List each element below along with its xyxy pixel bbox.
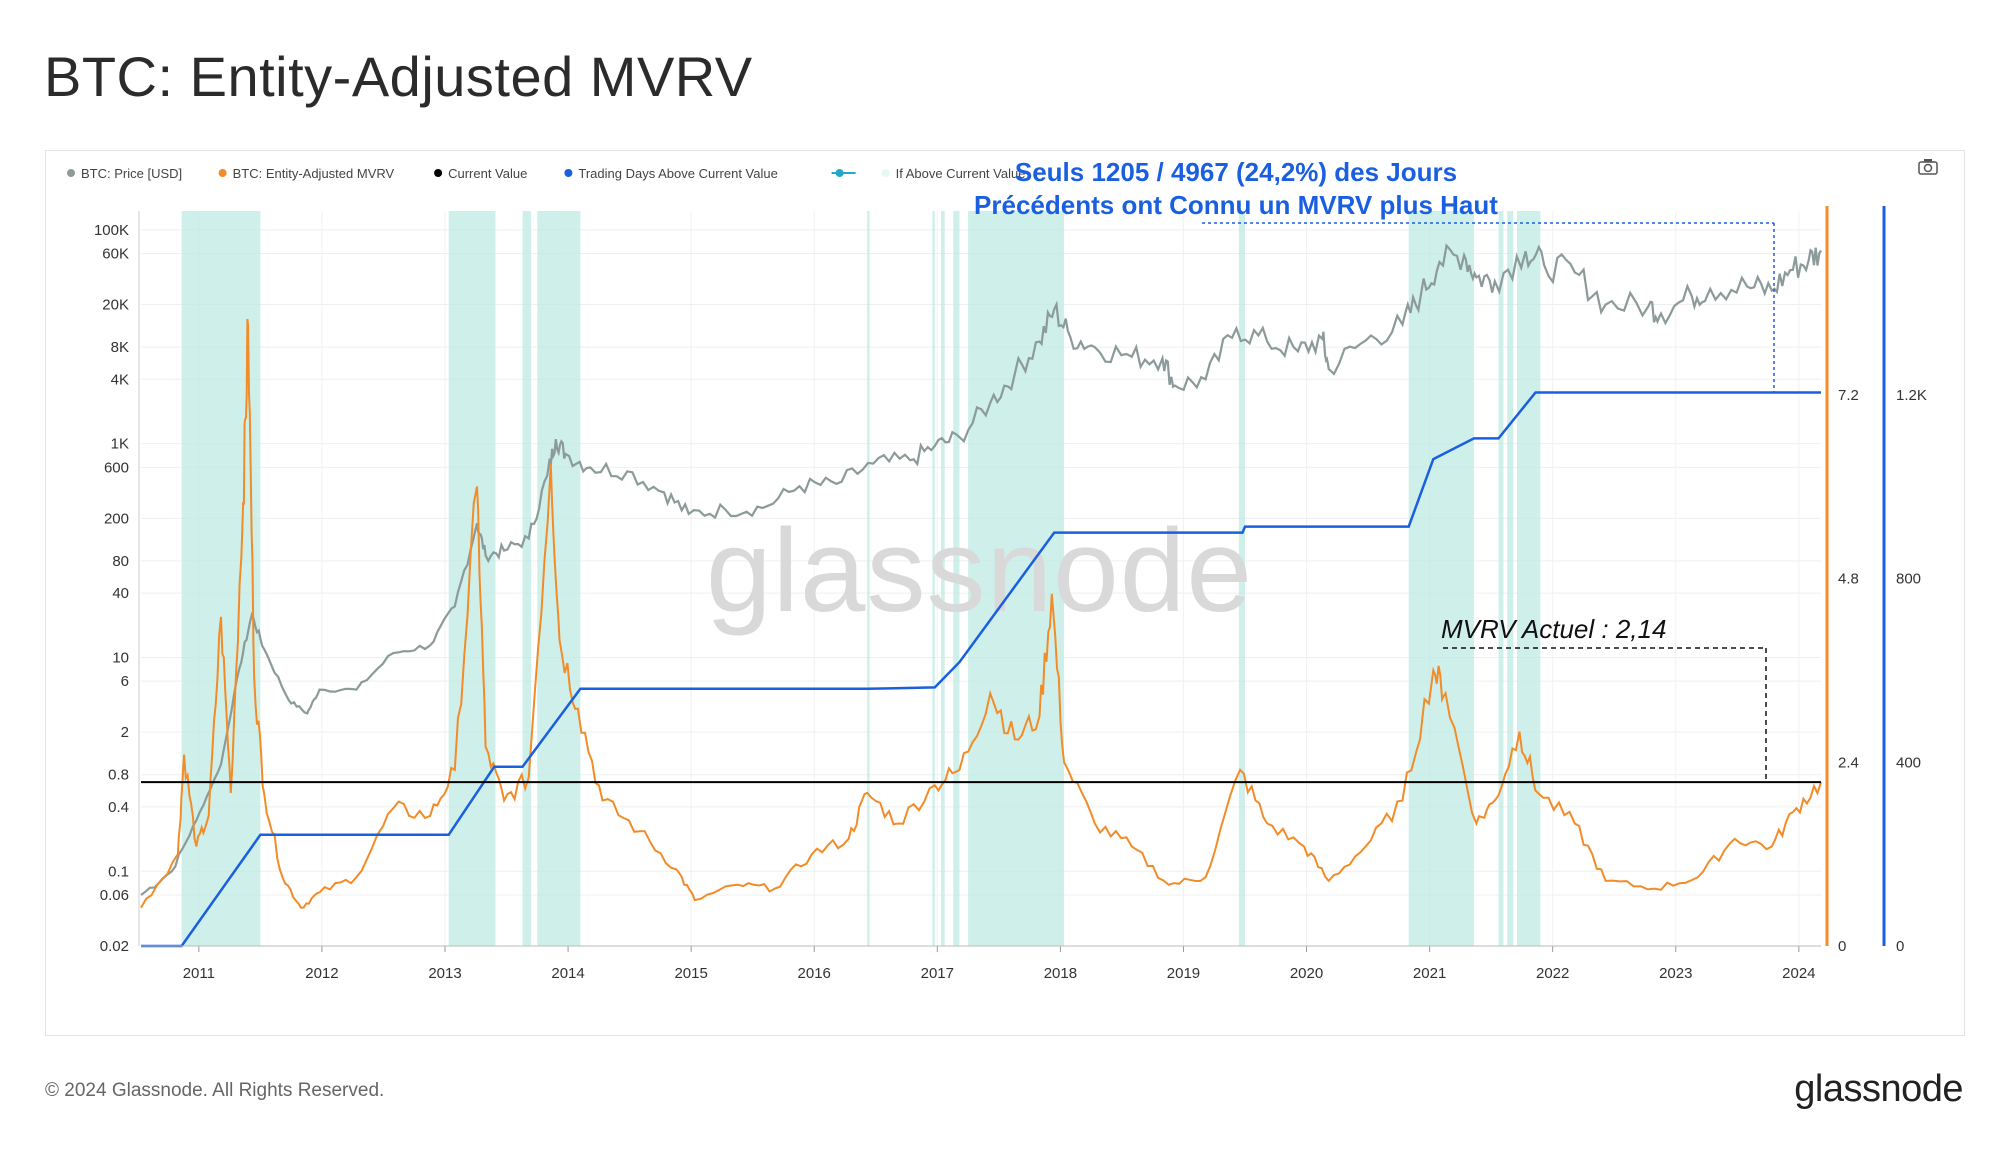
shaded-region — [522, 211, 532, 946]
days-tick-label: 1.2K — [1896, 387, 1927, 404]
legend-label: Trading Days Above Current Value — [578, 166, 777, 181]
shaded-region — [941, 211, 945, 946]
legend[interactable]: BTC: Price [USD] BTC: Entity-Adjusted MVR… — [67, 166, 1025, 181]
price-tick-label: 100K — [94, 222, 129, 239]
annotations: Seuls 1205 / 4967 (24,2%) des JoursPrécé… — [974, 157, 1775, 783]
legend-marker — [564, 169, 573, 177]
mvrv-tick-label: 0 — [1838, 938, 1846, 955]
price-tick-label: 200 — [104, 510, 129, 527]
days-line — [141, 391, 1821, 948]
price-tick-label: 6 — [121, 673, 129, 690]
legend-item[interactable]: Current Value — [434, 166, 527, 181]
shaded-region — [932, 211, 935, 946]
price-tick-label: 2 — [121, 724, 129, 741]
x-tick-label: 2019 — [1167, 965, 1200, 982]
mvrv-tick-label: 2.4 — [1838, 754, 1859, 771]
price-tick-label: 4K — [111, 371, 129, 388]
shaded-region — [537, 211, 581, 946]
shaded-region — [953, 211, 960, 946]
price-tick-label: 0.4 — [108, 799, 129, 816]
axes: 100K 60K 20K 8K 4K 1K 600 200 80 40 10 6 2 0.8 0.4 0.1 0… — [94, 206, 1927, 982]
price-tick-label: 0.8 — [108, 767, 129, 784]
x-tick-label: 2013 — [428, 965, 461, 982]
legend-item[interactable]: If Above Current Value — [881, 166, 1026, 181]
shaded-region — [968, 211, 1065, 946]
chart-panel: glassnode 100K 60K 20K 8K 4K 1K 600 200 80 40 10 6 2… — [45, 150, 1965, 1036]
watermark: glassnode — [706, 505, 1253, 637]
shaded-region — [448, 211, 496, 946]
x-tick-label: 2017 — [921, 965, 954, 982]
shaded-region — [1498, 211, 1504, 946]
shaded-region — [867, 211, 870, 946]
shaded-region — [1408, 211, 1474, 946]
x-tick-label: 2014 — [551, 965, 584, 982]
price-tick-label: 80 — [112, 553, 129, 570]
price-tick-label: 0.1 — [108, 863, 129, 880]
price-line — [140, 243, 1822, 896]
shaded-region — [1517, 211, 1541, 946]
legend-label: BTC: Entity-Adjusted MVRV — [233, 166, 395, 181]
price-tick-label: 0.06 — [100, 887, 129, 904]
x-tick-label: 2012 — [305, 965, 338, 982]
legend-marker — [881, 169, 890, 177]
camera-icon[interactable] — [1918, 159, 1938, 175]
price-tick-label: 1K — [111, 436, 129, 453]
days-tick-label: 0 — [1896, 938, 1904, 955]
chart: glassnode 100K60K20K8K4K1K60020080401062… — [67, 157, 1938, 982]
shaded-region — [1238, 211, 1245, 946]
price-tick-label: 40 — [112, 585, 129, 602]
annotation-top-line1: Seuls 1205 / 4967 (24,2%) des Jours — [1015, 157, 1457, 187]
x-tick-label: 2015 — [674, 965, 707, 982]
legend-label: Current Value — [448, 166, 527, 181]
mvrv-line — [140, 318, 1822, 909]
price-tick-label: 8K — [111, 339, 129, 356]
annotation-current-label: MVRV Actuel : 2,14 — [1441, 614, 1666, 644]
legend-item[interactable]: Trading Days Above Current Value — [564, 166, 778, 181]
page-title: BTC: Entity-Adjusted MVRV — [44, 45, 753, 108]
price-tick-label: 600 — [104, 459, 129, 476]
x-tick-label: 2023 — [1659, 965, 1692, 982]
price-tick-label: 10 — [112, 649, 129, 666]
legend-marker — [835, 169, 844, 177]
legend-item[interactable]: BTC: Price [USD] — [67, 166, 182, 181]
glassnode-logo: glassnode — [1794, 1068, 1963, 1110]
x-tick-label: 2020 — [1290, 965, 1323, 982]
price-tick-label: 60K — [102, 246, 129, 263]
x-tick-label: 2016 — [798, 965, 831, 982]
legend-marker — [434, 169, 443, 177]
days-tick-label: 400 — [1896, 754, 1921, 771]
x-tick-label: 2024 — [1782, 965, 1815, 982]
series-group — [140, 243, 1822, 948]
mvrv-tick-label: 4.8 — [1838, 571, 1859, 588]
legend-marker — [67, 169, 75, 177]
x-tick-label: 2021 — [1413, 965, 1446, 982]
price-tick-label: 20K — [102, 297, 129, 314]
days-tick-label: 800 — [1896, 571, 1921, 588]
x-tick-label: 2022 — [1536, 965, 1569, 982]
legend-item[interactable] — [831, 169, 856, 177]
x-tick-label: 2011 — [183, 965, 215, 982]
legend-marker — [218, 169, 227, 177]
legend-label: If Above Current Value — [896, 166, 1026, 181]
price-tick-label: 0.02 — [100, 938, 129, 955]
shaded-region — [1507, 211, 1514, 946]
mvrv-tick-label: 7.2 — [1838, 387, 1859, 404]
legend-item[interactable]: BTC: Entity-Adjusted MVRV — [218, 166, 395, 181]
annotation-top-line2: Précédents ont Connu un MVRV plus Haut — [974, 190, 1498, 220]
x-tick-label: 2018 — [1044, 965, 1077, 982]
copyright-text: © 2024 Glassnode. All Rights Reserved. — [45, 1080, 385, 1101]
legend-label: BTC: Price [USD] — [81, 166, 182, 181]
